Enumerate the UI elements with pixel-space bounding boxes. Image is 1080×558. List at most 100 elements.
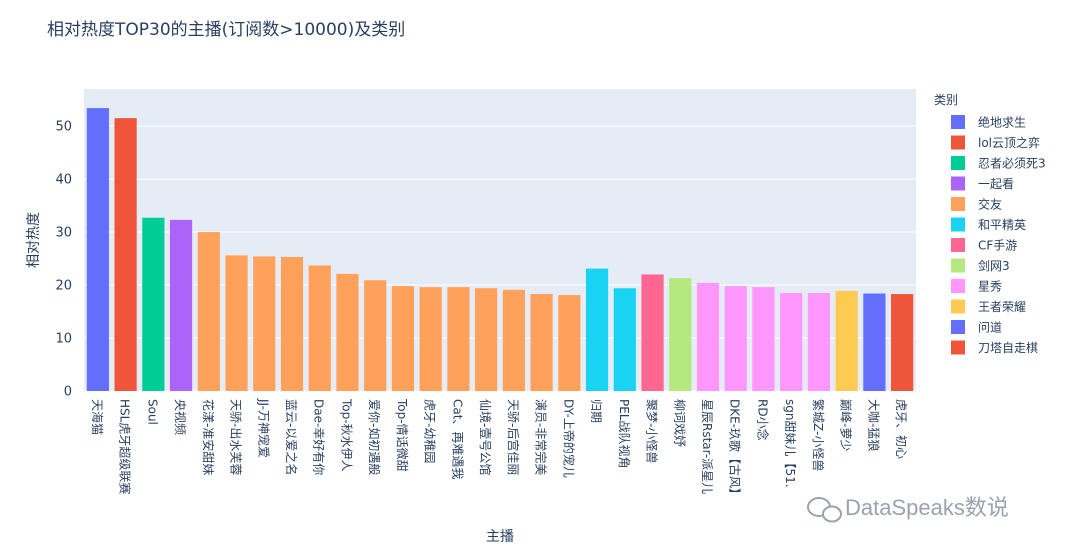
legend-item-label[interactable]: 忍者必须死3 (978, 157, 1046, 171)
legend-item-label[interactable]: 剑网3 (978, 258, 1010, 273)
bar[interactable] (891, 294, 914, 391)
legend-item-label[interactable]: 和平精英 (978, 218, 1026, 232)
x-tick-label: DKE-玖歌【古风】 (728, 399, 743, 500)
legend-swatch[interactable] (951, 238, 965, 252)
legend-item-label[interactable]: lol云顶之弈 (978, 135, 1040, 150)
x-tick-label: PEL战队视角 (617, 399, 632, 469)
y-tick-label: 50 (55, 120, 72, 135)
x-tick-label: Top-情话微甜 (395, 398, 409, 472)
x-tick-label: 天海猫 (90, 399, 105, 435)
x-tick-label: Top-秋水伊人 (339, 398, 353, 472)
legend-item-label[interactable]: 绝地求生 (978, 115, 1026, 130)
bar[interactable] (780, 292, 803, 391)
x-tick-label: DY-上帝的宠儿 (561, 399, 576, 478)
y-tick-label: 30 (55, 226, 72, 241)
bars (86, 108, 914, 392)
watermark-text: DataSpeaks数说 (845, 495, 1009, 520)
y-axis-ticks: 0 10 20 30 40 50 (55, 120, 72, 400)
x-tick-label: 央视频 (173, 399, 188, 435)
bar[interactable] (475, 288, 498, 391)
x-tick-label: 演员-非常完美 (534, 399, 549, 475)
bar[interactable] (558, 295, 581, 391)
x-tick-label: Dae-幸好有你 (312, 399, 326, 475)
x-tick-label: 聚梦-小怪兽 (645, 399, 659, 463)
legend-swatch[interactable] (951, 176, 965, 191)
plot-background (84, 89, 916, 391)
y-tick-label: 10 (55, 332, 72, 347)
y-tick-label: 20 (55, 279, 72, 294)
legend-swatch[interactable] (951, 115, 965, 129)
x-tick-label: RD小念 (755, 399, 770, 441)
x-tick-label: 爱你-如初遇般 (367, 399, 382, 475)
legend-swatch[interactable] (951, 217, 965, 232)
x-tick-label: Cat、再难遇我 (450, 399, 464, 479)
bar[interactable] (724, 286, 747, 391)
legend-swatch[interactable] (951, 340, 965, 355)
bar[interactable] (391, 286, 415, 391)
bar[interactable] (696, 282, 720, 391)
wechat-icon (807, 497, 842, 523)
bar[interactable] (225, 255, 248, 391)
bar[interactable] (169, 219, 193, 391)
bar[interactable] (807, 292, 831, 391)
x-tick-label: 巅峰-萝少 (839, 399, 853, 451)
bar[interactable] (419, 287, 442, 391)
x-tick-label: 大咖-猛狼 (866, 399, 881, 451)
bar[interactable] (447, 287, 470, 391)
legend-swatch[interactable] (951, 258, 965, 273)
legend-swatch[interactable] (951, 320, 965, 334)
x-tick-label: Soul (145, 399, 159, 425)
bar[interactable] (308, 265, 331, 391)
x-tick-label: 天骄-出水芙蓉 (229, 399, 243, 475)
x-tick-label: sgn甜妹儿【51. (783, 399, 797, 488)
x-tick-label: 仙境-壹号公馆 (478, 399, 493, 475)
bar[interactable] (613, 288, 636, 391)
y-tick-label: 0 (64, 385, 72, 400)
bar[interactable] (142, 217, 165, 391)
x-tick-label: 繁城Z-小怪兽 (811, 399, 826, 471)
bar[interactable] (752, 287, 775, 391)
bar[interactable] (669, 278, 692, 391)
x-tick-label: 虎牙、初心 (894, 399, 908, 459)
x-tick-label: 柳词戏妤 (672, 399, 686, 447)
legend-swatch[interactable] (951, 156, 965, 170)
legend-item-label[interactable]: 星秀 (978, 280, 1002, 294)
x-tick-label: 归期 (589, 399, 603, 423)
legend-item-label[interactable]: CF手游 (978, 239, 1017, 253)
x-axis-ticks: 天海猫 HSL虎牙超级联赛 Soul 央视频 花漾-准安甜妹 天骄-出水芙蓉 JJ-万神宠爱… (90, 398, 908, 500)
x-tick-label: 天骄-后宫佳丽 (506, 399, 521, 475)
legend-swatch[interactable] (951, 197, 965, 211)
legend-swatch[interactable] (951, 299, 965, 314)
bar[interactable] (364, 280, 387, 391)
legend-swatch[interactable] (951, 279, 965, 293)
legend-swatch[interactable] (951, 135, 965, 150)
bar[interactable] (641, 274, 664, 391)
x-axis-title: 主播 (486, 529, 514, 545)
legend-title: 类别 (934, 93, 958, 107)
legend-item-label[interactable]: 交友 (978, 197, 1002, 212)
bar[interactable] (863, 293, 886, 391)
bar[interactable] (86, 108, 109, 392)
legend-item-label[interactable]: 问道 (978, 321, 1002, 335)
legend-item-label[interactable]: 王者荣耀 (978, 300, 1026, 314)
x-tick-label: 星辰Rstar-派星儿 (700, 399, 714, 494)
x-tick-label: JJ-万神宠爱 (256, 398, 271, 458)
bar[interactable] (336, 273, 359, 391)
legend-item-label[interactable]: 刀塔自走棋 (978, 341, 1038, 355)
bar[interactable] (502, 289, 525, 391)
legend-item-label[interactable]: 一起看 (978, 177, 1014, 191)
x-tick-label: 虎牙-幼稚园 (423, 399, 437, 463)
watermark: DataSpeaks数说 (807, 495, 1009, 523)
bar[interactable] (114, 118, 137, 391)
x-tick-label: HSL虎牙超级联赛 (118, 399, 133, 494)
bar[interactable] (280, 256, 304, 391)
bar[interactable] (835, 290, 858, 391)
y-tick-label: 40 (55, 173, 72, 188)
x-tick-label: 蓝云-以爱之名 (284, 399, 299, 475)
bar[interactable] (530, 294, 553, 391)
bar[interactable] (585, 268, 609, 391)
bar[interactable] (197, 232, 220, 391)
bar[interactable] (253, 256, 276, 391)
